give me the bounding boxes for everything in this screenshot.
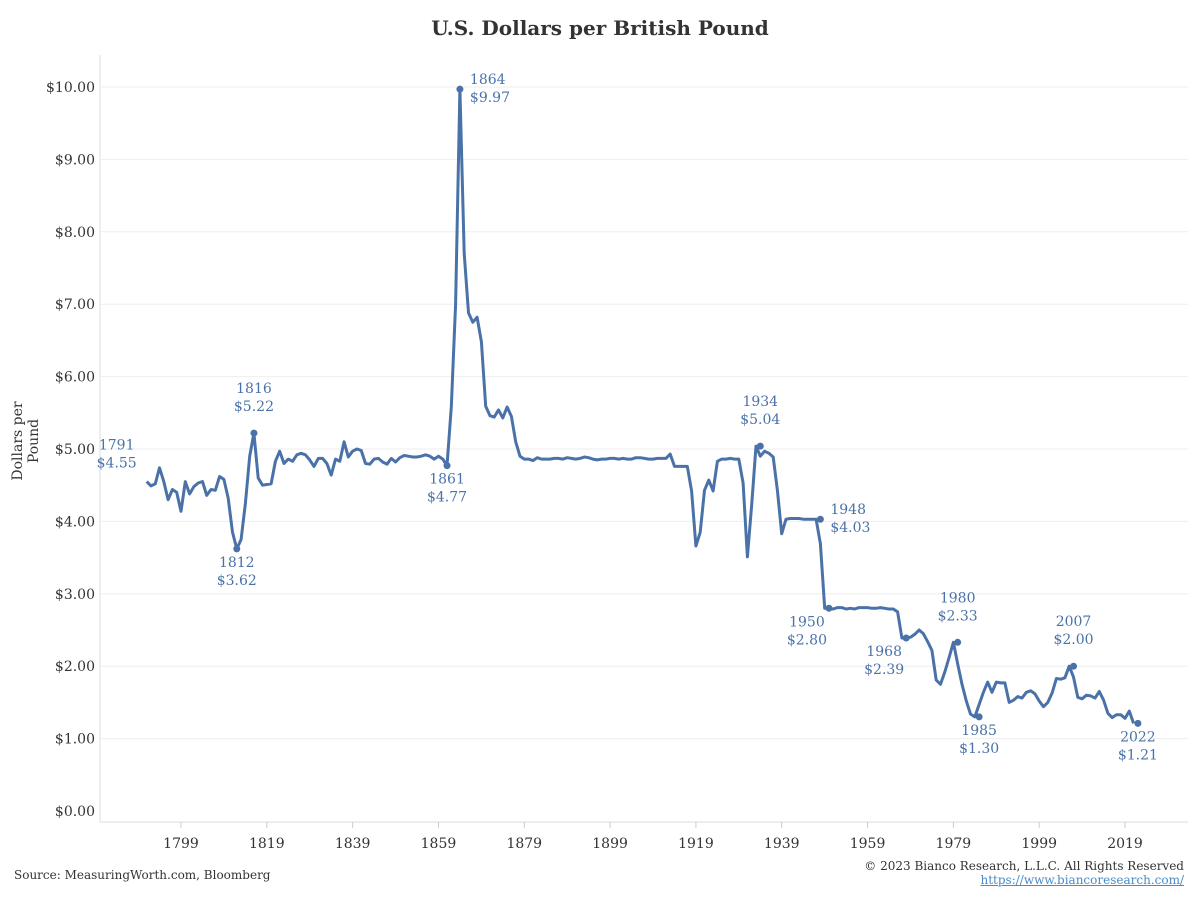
annotation-point	[233, 545, 241, 553]
annotation-point	[456, 85, 464, 93]
y-tick-label: $7.00	[55, 297, 95, 313]
source-note: Source: MeasuringWorth.com, Bloomberg	[14, 868, 271, 882]
x-tick-label: 1839	[335, 836, 371, 852]
y-tick-label: $4.00	[55, 514, 95, 530]
annotation-year: 1948	[830, 502, 866, 518]
y-tick-label: $9.00	[55, 152, 95, 168]
x-tick-label: 1879	[506, 836, 542, 852]
chart-title: U.S. Dollars per British Pound	[431, 16, 769, 40]
y-tick-label: $1.00	[55, 732, 95, 748]
annotation-year: 1864	[470, 72, 506, 88]
annotation-value: $9.97	[470, 90, 510, 106]
annotation-year: 1791	[99, 438, 135, 454]
x-tick-label: 2019	[1107, 836, 1143, 852]
annotation-point	[250, 429, 258, 437]
annotation-point	[816, 515, 824, 523]
x-tick-label: 1819	[249, 836, 285, 852]
annotation-point	[902, 634, 910, 642]
x-tick-label: 1799	[163, 836, 199, 852]
annotation-value: $1.21	[1118, 747, 1158, 763]
x-tick-label: 1999	[1021, 836, 1057, 852]
annotation-point	[1070, 662, 1078, 670]
annotation-year: 2007	[1056, 614, 1092, 630]
x-tick-label: 1959	[850, 836, 886, 852]
series-line	[145, 87, 1136, 724]
y-tick-label: $2.00	[55, 659, 95, 675]
annotation-point	[443, 462, 451, 470]
y-tick-label: $6.00	[55, 370, 95, 386]
annotation-value: $1.30	[959, 741, 999, 757]
annotation-year: 1985	[961, 723, 997, 739]
annotation-point	[975, 713, 983, 721]
y-tick-label: $8.00	[55, 225, 95, 241]
annotation-year: 2022	[1120, 729, 1156, 745]
x-tick-label: 1899	[592, 836, 628, 852]
annotation-point	[1134, 719, 1142, 727]
x-tick-label: 1939	[764, 836, 800, 852]
annotation-year: 1816	[236, 381, 272, 397]
annotation-year: 1861	[429, 472, 465, 488]
x-tick-label: 1859	[421, 836, 457, 852]
annotation-value: $3.62	[217, 573, 257, 589]
annotation-value: $4.77	[427, 490, 467, 506]
annotation-value: $2.33	[938, 608, 978, 624]
annotation-value: $2.39	[864, 662, 904, 678]
y-tick-label: $5.00	[55, 442, 95, 458]
annotation-point	[756, 442, 764, 450]
annotation-value: $2.80	[787, 632, 827, 648]
annotation-point	[825, 604, 833, 612]
x-tick-label: 1979	[936, 836, 972, 852]
annotation-value: $4.55	[97, 456, 137, 472]
annotation-point	[954, 638, 962, 646]
annotation-value: $5.04	[740, 412, 780, 428]
y-tick-label: $3.00	[55, 587, 95, 603]
y-tick-label: $0.00	[55, 804, 95, 820]
x-tick-label: 1919	[678, 836, 714, 852]
annotation-year: 1950	[789, 614, 825, 630]
annotation-value: $5.22	[234, 399, 274, 415]
annotation-value: $2.00	[1053, 632, 1093, 648]
y-tick-label: $10.00	[46, 80, 95, 96]
website-link[interactable]: https://www.biancoresearch.com/	[980, 873, 1184, 887]
annotation-year: 1968	[866, 644, 902, 660]
annotation-value: $4.03	[830, 520, 870, 536]
annotation-year: 1934	[742, 394, 778, 410]
annotation-year: 1812	[219, 555, 255, 571]
copyright-note: © 2023 Bianco Research, L.L.C. All Right…	[864, 859, 1184, 873]
annotation-year: 1980	[940, 590, 976, 606]
